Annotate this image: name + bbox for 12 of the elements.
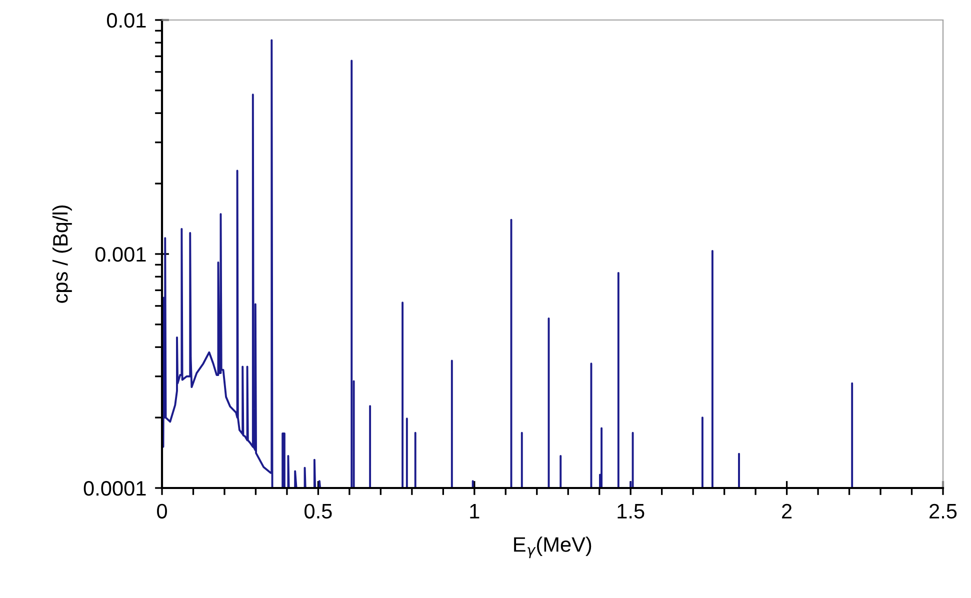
y-tick-label: 0.01: [106, 13, 146, 28]
y-axis-title: cps / (Bq/l): [52, 206, 72, 303]
x-tick-label: 1: [470, 504, 480, 518]
x-tick-label: 0.5: [304, 504, 332, 519]
line-series: [162, 39, 854, 488]
x-tick-label: 0: [157, 504, 167, 519]
y-tick-label: 0.0001: [84, 481, 146, 496]
x-axis-title: E$_{γ}$(MeV): [514, 536, 592, 558]
y-tick-label: 0.001: [95, 247, 146, 262]
x-tick-label: 2: [782, 504, 792, 518]
x-tick-label: 2.5: [930, 504, 957, 519]
x-tick-label: 1.5: [618, 504, 644, 519]
